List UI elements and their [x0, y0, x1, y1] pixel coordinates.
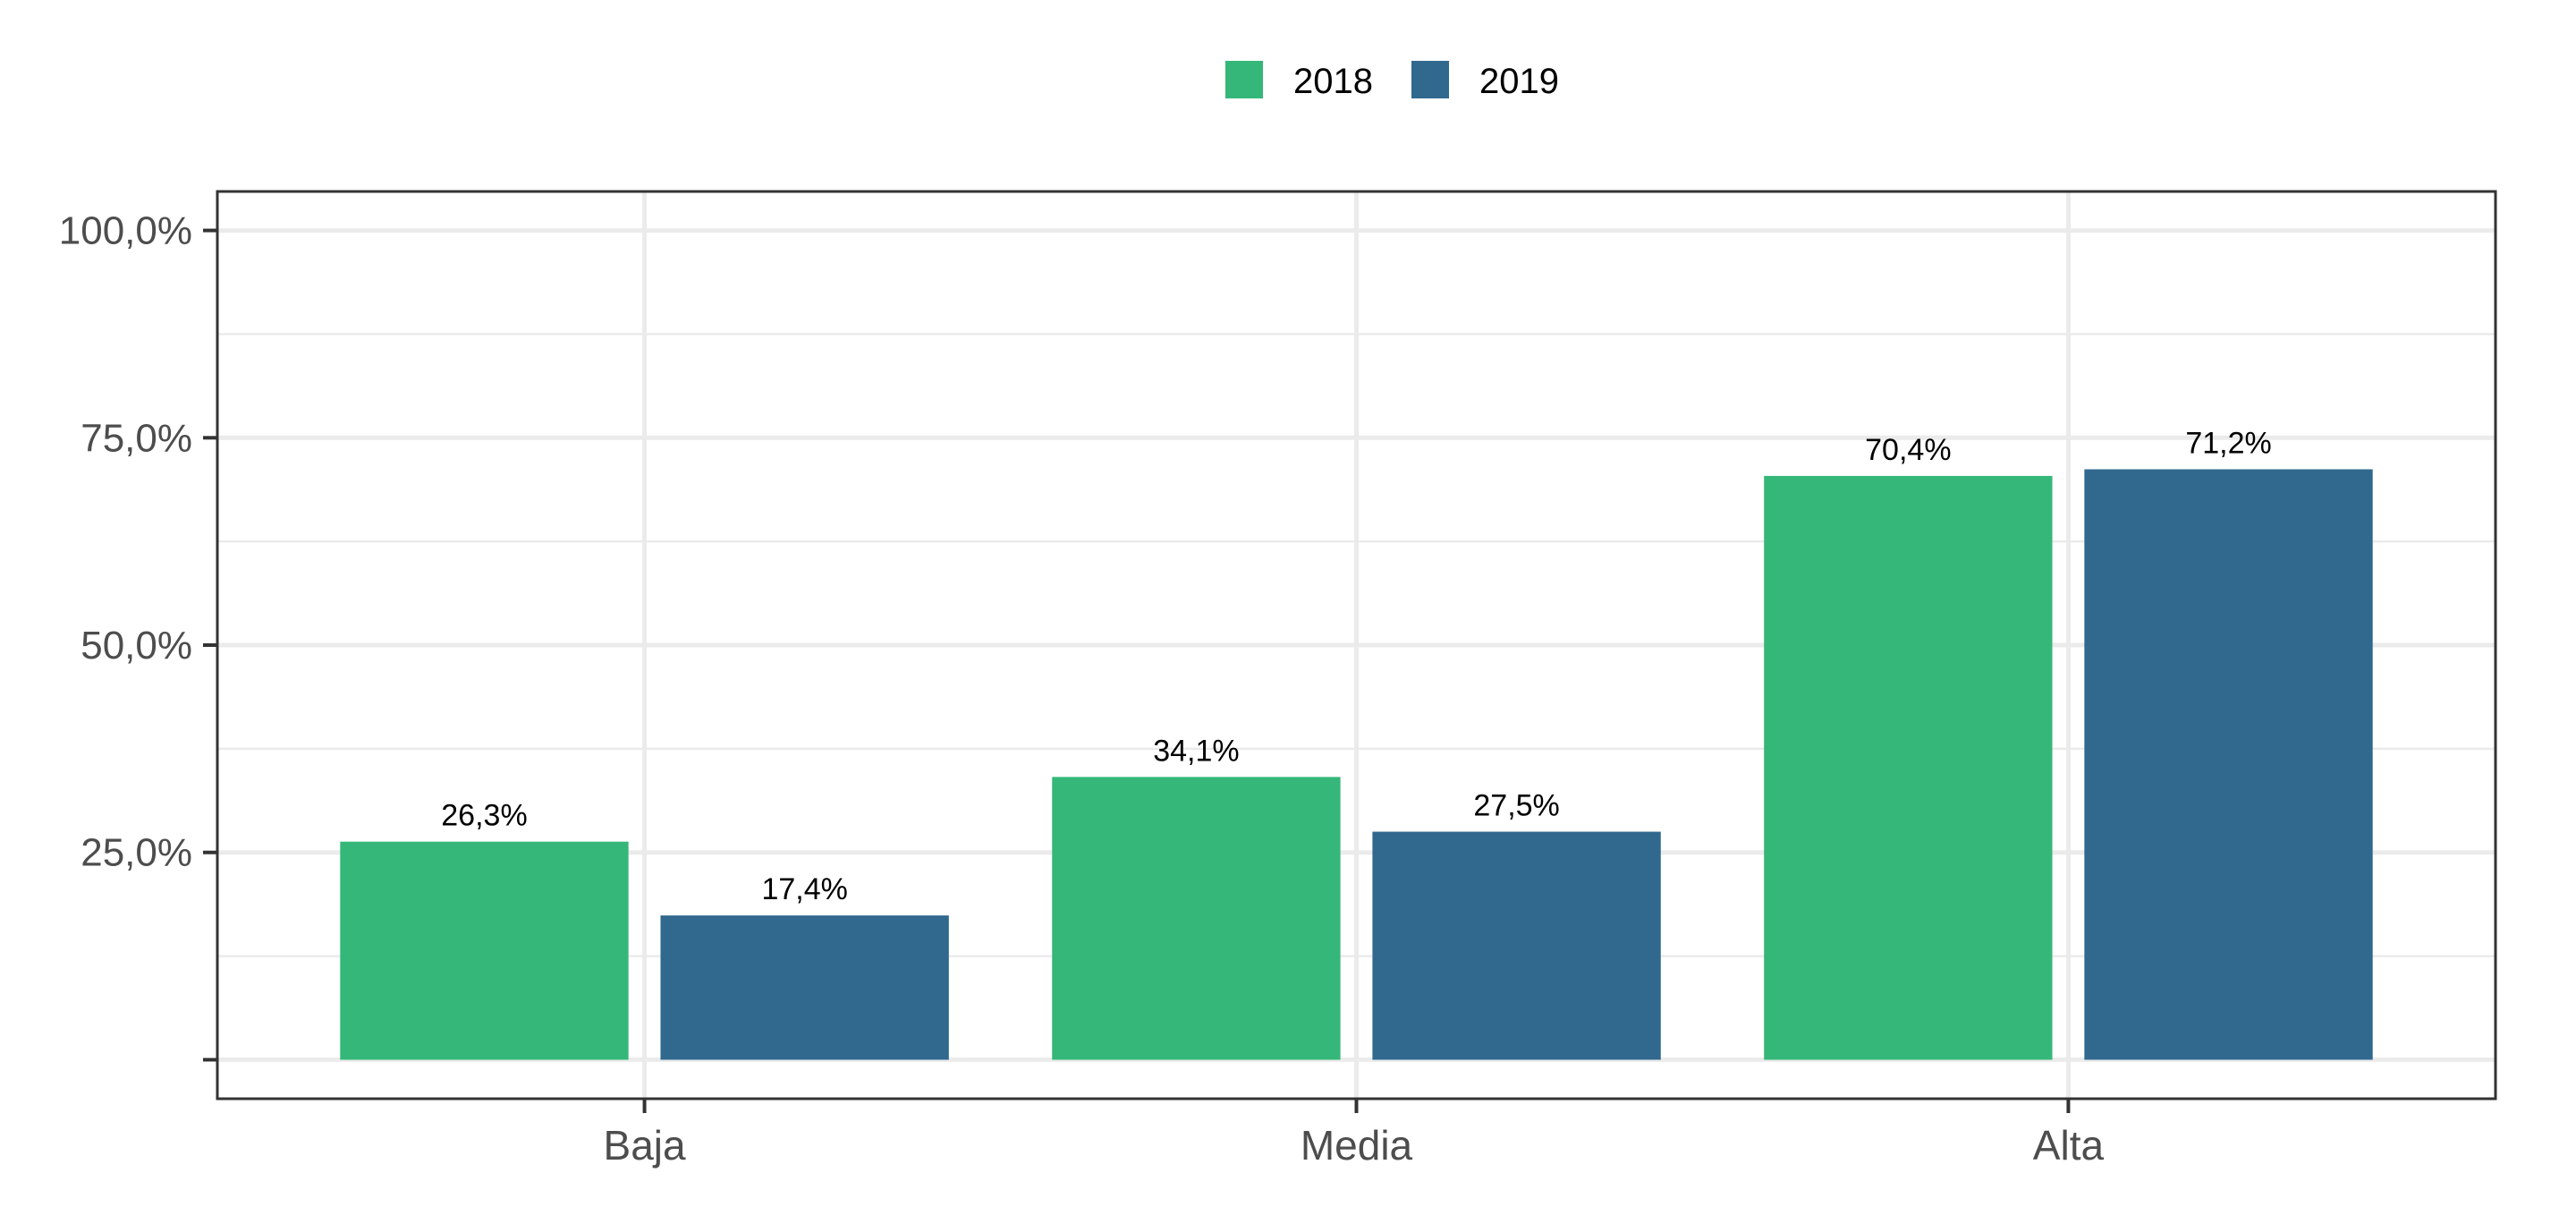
legend-key-2019: [1411, 61, 1449, 98]
y-axis: 100,0% 75,0% 50,0% 25,0%: [59, 209, 217, 1062]
bar-2018-media: [1052, 777, 1341, 1060]
bars: [340, 469, 2373, 1060]
bar-value-label: 26,3%: [441, 799, 527, 833]
bar-2018-alta: [1764, 475, 2053, 1060]
bar-2019-alta: [2084, 469, 2373, 1060]
x-tick-label: Media: [1301, 1122, 1413, 1169]
legend-label: 2019: [1479, 62, 1559, 101]
legend-key-2018: [1225, 61, 1263, 98]
y-tick-label: 50,0%: [80, 624, 192, 667]
bar-value-label: 34,1%: [1153, 734, 1239, 768]
bar-2019-baja: [660, 915, 949, 1060]
plot-area: 26,3% 34,1% 70,4% 17,4% 27,5% 71,2%: [216, 190, 2497, 1101]
x-tick-label: Alta: [2033, 1122, 2105, 1169]
x-axis: Baja Media Alta: [604, 1099, 2105, 1169]
y-tick-label: 75,0%: [80, 416, 192, 460]
legend: 2018 2019: [1225, 61, 1559, 101]
bar-2019-media: [1372, 831, 1661, 1060]
bar-value-label: 70,4%: [1865, 433, 1951, 467]
bar-labels: 26,3% 34,1% 70,4% 17,4% 27,5% 71,2%: [441, 427, 2271, 907]
x-tick-label: Baja: [604, 1122, 686, 1169]
bar-value-label: 17,4%: [761, 872, 847, 906]
bar-value-label: 27,5%: [1473, 789, 1559, 823]
bar-2018-baja: [340, 841, 629, 1060]
y-tick-label: 100,0%: [59, 209, 192, 253]
bar-value-label: 71,2%: [2185, 427, 2271, 461]
legend-label: 2018: [1293, 62, 1373, 101]
y-tick-label: 25,0%: [80, 831, 192, 875]
